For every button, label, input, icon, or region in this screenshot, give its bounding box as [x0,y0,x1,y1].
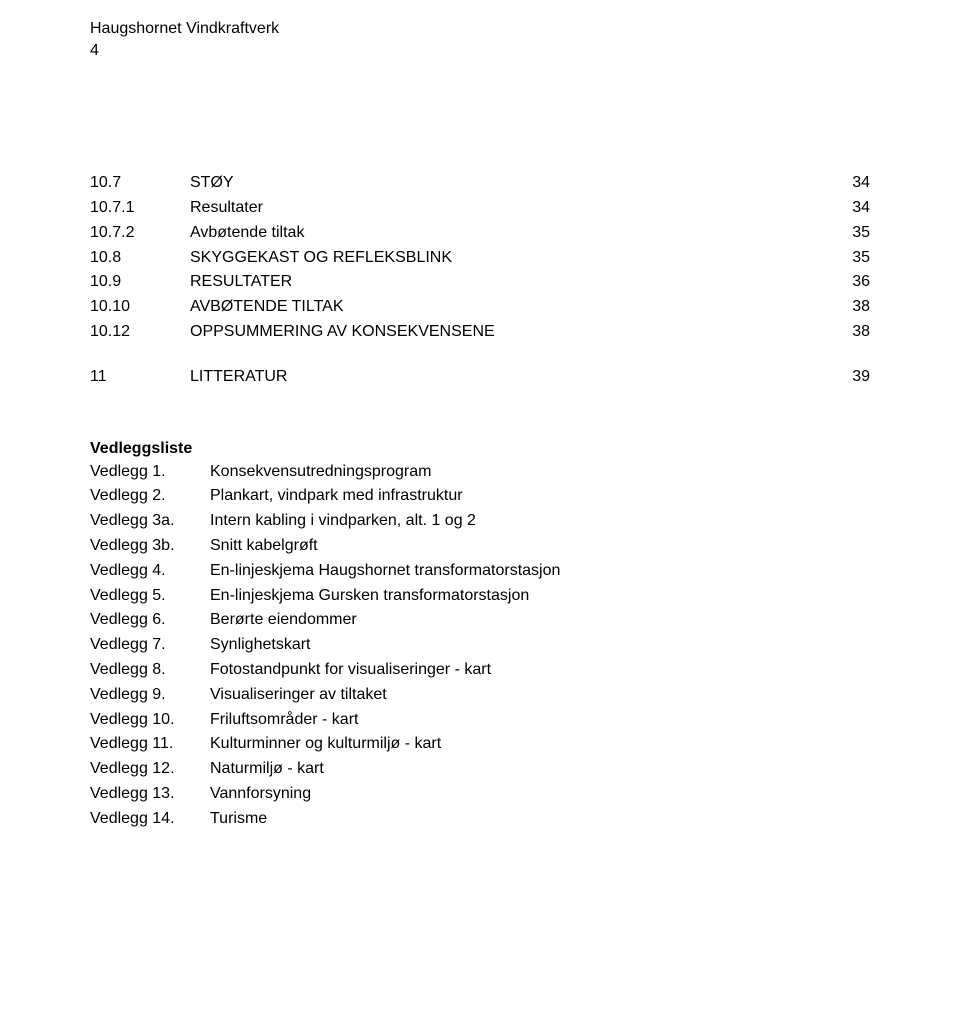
toc-page: 34 [830,196,870,221]
spacer [90,420,870,440]
toc-title: RESULTATER [190,270,830,295]
vedlegg-label: Vedlegg 1. [90,460,210,485]
vedlegg-list: Vedlegg 1. Konsekvensutredningsprogram V… [90,460,870,832]
vedlegg-label: Vedlegg 13. [90,782,210,807]
vedlegg-label: Vedlegg 9. [90,683,210,708]
toc-page: 38 [830,320,870,345]
vedlegg-row: Vedlegg 7. Synlighetskart [90,633,870,658]
vedlegg-label: Vedlegg 8. [90,658,210,683]
toc-page: 35 [830,246,870,271]
vedlegg-label: Vedlegg 4. [90,559,210,584]
vedlegg-row: Vedlegg 10. Friluftsområder - kart [90,708,870,733]
vedlegg-row: Vedlegg 2. Plankart, vindpark med infras… [90,484,870,509]
vedlegg-title: Friluftsområder - kart [210,708,870,733]
vedlegg-label: Vedlegg 7. [90,633,210,658]
toc-number: 10.12 [90,320,190,345]
toc-number: 10.10 [90,295,190,320]
toc-title: SKYGGEKAST OG REFLEKSBLINK [190,246,830,271]
vedlegg-title: En-linjeskjema Gursken transformatorstas… [210,584,870,609]
vedlegg-title: En-linjeskjema Haugshornet transformator… [210,559,870,584]
document-title: Haugshornet Vindkraftverk [90,18,870,40]
vedlegg-row: Vedlegg 14. Turisme [90,807,870,832]
toc-title: STØY [190,171,830,196]
vedlegg-title: Visualiseringer av tiltaket [210,683,870,708]
toc-page: 36 [830,270,870,295]
vedlegg-row: Vedlegg 3a. Intern kabling i vindparken,… [90,509,870,534]
vedlegg-title: Konsekvensutredningsprogram [210,460,870,485]
toc-number: 10.7 [90,171,190,196]
toc-page: 39 [830,365,870,390]
vedlegg-heading: Vedleggsliste [90,440,870,458]
toc-number: 10.8 [90,246,190,271]
vedlegg-label: Vedlegg 6. [90,608,210,633]
vedlegg-row: Vedlegg 11. Kulturminner og kulturmiljø … [90,732,870,757]
spacer [90,345,870,365]
table-of-contents: 10.7 STØY 34 10.7.1 Resultater 34 10.7.2… [90,171,870,389]
vedlegg-row: Vedlegg 13. Vannforsyning [90,782,870,807]
vedlegg-title: Berørte eiendommer [210,608,870,633]
vedlegg-label: Vedlegg 2. [90,484,210,509]
toc-row: 10.12 OPPSUMMERING AV KONSEKVENSENE 38 [90,320,870,345]
document-page: Haugshornet Vindkraftverk 4 10.7 STØY 34… [0,0,960,1012]
vedlegg-title: Intern kabling i vindparken, alt. 1 og 2 [210,509,870,534]
vedlegg-label: Vedlegg 14. [90,807,210,832]
vedlegg-row: Vedlegg 8. Fotostandpunkt for visualiser… [90,658,870,683]
vedlegg-title: Vannforsyning [210,782,870,807]
page-number: 4 [90,40,870,62]
running-header: Haugshornet Vindkraftverk 4 [90,18,870,61]
toc-page: 35 [830,221,870,246]
vedlegg-title: Plankart, vindpark med infrastruktur [210,484,870,509]
vedlegg-title: Synlighetskart [210,633,870,658]
toc-row: 10.9 RESULTATER 36 [90,270,870,295]
vedlegg-row: Vedlegg 5. En-linjeskjema Gursken transf… [90,584,870,609]
vedlegg-label: Vedlegg 10. [90,708,210,733]
toc-number: 10.7.1 [90,196,190,221]
vedlegg-title: Naturmiljø - kart [210,757,870,782]
toc-title: LITTERATUR [190,365,830,390]
vedlegg-title: Fotostandpunkt for visualiseringer - kar… [210,658,870,683]
vedlegg-row: Vedlegg 12. Naturmiljø - kart [90,757,870,782]
vedlegg-row: Vedlegg 9. Visualiseringer av tiltaket [90,683,870,708]
vedlegg-label: Vedlegg 5. [90,584,210,609]
toc-number: 11 [90,365,190,390]
vedlegg-title: Snitt kabelgrøft [210,534,870,559]
toc-row: 10.7.1 Resultater 34 [90,196,870,221]
toc-row: 11 LITTERATUR 39 [90,365,870,390]
toc-title: AVBØTENDE TILTAK [190,295,830,320]
toc-row: 10.8 SKYGGEKAST OG REFLEKSBLINK 35 [90,246,870,271]
toc-row: 10.7 STØY 34 [90,171,870,196]
toc-number: 10.7.2 [90,221,190,246]
vedlegg-row: Vedlegg 6. Berørte eiendommer [90,608,870,633]
vedlegg-row: Vedlegg 1. Konsekvensutredningsprogram [90,460,870,485]
toc-title: Resultater [190,196,830,221]
vedlegg-label: Vedlegg 12. [90,757,210,782]
vedlegg-title: Kulturminner og kulturmiljø - kart [210,732,870,757]
toc-page: 38 [830,295,870,320]
vedlegg-label: Vedlegg 3b. [90,534,210,559]
toc-title: OPPSUMMERING AV KONSEKVENSENE [190,320,830,345]
vedlegg-title: Turisme [210,807,870,832]
toc-row: 10.7.2 Avbøtende tiltak 35 [90,221,870,246]
toc-page: 34 [830,171,870,196]
vedlegg-label: Vedlegg 3a. [90,509,210,534]
vedlegg-row: Vedlegg 3b. Snitt kabelgrøft [90,534,870,559]
toc-title: Avbøtende tiltak [190,221,830,246]
toc-row: 10.10 AVBØTENDE TILTAK 38 [90,295,870,320]
toc-number: 10.9 [90,270,190,295]
vedlegg-row: Vedlegg 4. En-linjeskjema Haugshornet tr… [90,559,870,584]
vedlegg-label: Vedlegg 11. [90,732,210,757]
